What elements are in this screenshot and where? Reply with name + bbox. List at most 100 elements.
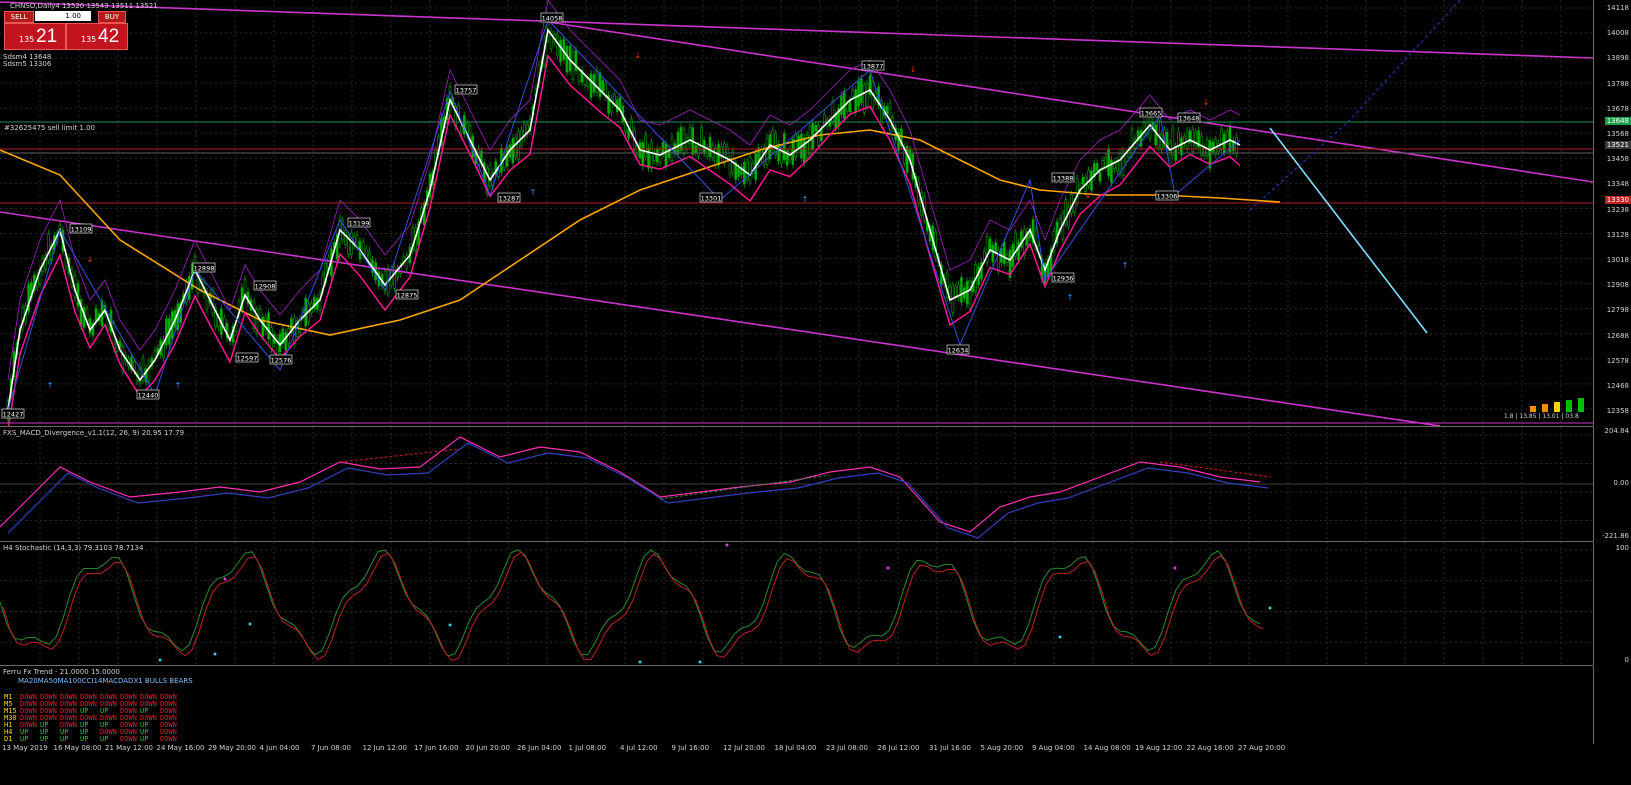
- signal-arrow-icon: ↑: [1067, 293, 1074, 302]
- zigzag-label-box: [1139, 107, 1163, 118]
- trend-cell: DOWN: [160, 714, 177, 722]
- candle-body: [47, 233, 50, 261]
- time-axis[interactable]: 13 May 2019 16 May 08:00 21 May 12:00 24 Ma…: [0, 744, 1593, 785]
- trend-cell: DOWN: [60, 693, 77, 701]
- sell-quote[interactable]: 135 21: [4, 23, 66, 50]
- trend-cell: DOWN: [160, 693, 177, 701]
- candle-body: [1110, 159, 1113, 183]
- trend-cell: UP: [80, 735, 89, 743]
- stochastic-pane[interactable]: H4 Stochastic (14,3,3) 79.3103 78.7134: [0, 542, 1593, 666]
- price-tick: 14008: [1606, 29, 1629, 38]
- candle-body: [211, 290, 215, 314]
- trend-cell: UP: [60, 735, 69, 743]
- candle-body: [1002, 241, 1006, 264]
- zigzag-label-text: 13665: [1141, 110, 1162, 118]
- main-chart-pane[interactable]: 14058 13877 13757 13665 13648 13287 13301 13388…: [0, 0, 1593, 427]
- sell-button[interactable]: SELL: [4, 11, 34, 23]
- sdsm-label-2: Sdsm5 13306: [3, 60, 52, 68]
- macd-line: [0, 436, 1261, 533]
- zigzag-label: 13757: [454, 84, 478, 95]
- candle-body: [851, 89, 855, 97]
- candle-body: [685, 137, 689, 150]
- time-tick: 21 May 12:00: [105, 744, 154, 752]
- candle-body: [514, 137, 518, 157]
- price-tick: 13568: [1606, 130, 1629, 138]
- trend-cell: DOWN: [160, 728, 177, 736]
- candle-body: [318, 293, 322, 311]
- blue-projection-line: [1249, 0, 1461, 211]
- buy-button[interactable]: BUY: [98, 11, 126, 23]
- divergence-line: [339, 448, 461, 463]
- projection-line: [1269, 127, 1428, 334]
- candle-body: [144, 368, 148, 383]
- candle-body: [304, 298, 308, 327]
- time-tick: 13 May 2019: [2, 744, 48, 752]
- candle-body: [700, 126, 703, 151]
- zigzag-label: 12440: [136, 389, 160, 400]
- time-tick: 9 Aug 04:00: [1032, 744, 1075, 752]
- candle-body: [1220, 128, 1223, 151]
- price-axis[interactable]: 13648 13521 13330 14118 14008 13898 13788 13…: [1593, 0, 1631, 426]
- candle-body: [405, 255, 409, 269]
- candle-body: [1025, 231, 1029, 246]
- time-tick: 9 Jul 16:00: [671, 744, 710, 752]
- candle-body: [488, 164, 492, 187]
- candle-body: [517, 131, 520, 160]
- price-chart[interactable]: 14058 13877 13757 13665 13648 13287 13301 13388…: [0, 0, 1593, 426]
- stoch-signal-dot: [448, 623, 452, 627]
- candle-body: [267, 312, 270, 340]
- candle-body: [44, 255, 48, 270]
- candle-body: [1154, 124, 1158, 145]
- candle-body: [650, 141, 653, 169]
- zigzag-label-box: [497, 192, 521, 203]
- candle-body: [1008, 249, 1012, 278]
- candle-body: [860, 78, 863, 104]
- trend-cell: DOWN: [80, 693, 97, 701]
- candle-body: [598, 72, 602, 98]
- trend-table: M1 DOWN DOWN DOWN DOWN DOWN DOWN DOWN DOWN M5 DOWN…: [4, 694, 180, 743]
- trend-cell: UP: [20, 735, 29, 743]
- stoch-signal-dot: [886, 566, 890, 570]
- zigzag-label: 12936: [1051, 272, 1075, 283]
- macd-pane[interactable]: FXS_MACD_Divergence_v1.1(12, 26, 9) 20.9…: [0, 427, 1593, 542]
- candle-body: [714, 147, 718, 166]
- trend-cell: UP: [100, 707, 109, 715]
- signal-arrow-icon: ↑: [175, 381, 182, 390]
- macd-title: FXS_MACD_Divergence_v1.1(12, 26, 9) 20.9…: [3, 429, 185, 437]
- candle-body: [897, 132, 900, 151]
- candle-body: [797, 135, 800, 148]
- stoch-d-line: [2, 551, 1264, 661]
- stochastic-plot: [0, 542, 1593, 665]
- trend-row: H4 UP UP UP UP DOWN DOWN UP DOWN: [4, 729, 180, 736]
- candle-body: [1046, 258, 1050, 278]
- zigzag-label-box: [540, 12, 564, 23]
- trend-cell: UP: [140, 721, 149, 729]
- trend-row: D1 UP UP UP UP UP DOWN UP DOWN: [4, 736, 180, 743]
- candle-body: [1020, 231, 1023, 248]
- candle-body: [494, 161, 498, 175]
- candle-body: [270, 327, 273, 350]
- zigzag-label: 13665: [1139, 107, 1163, 118]
- price-tick: 13898: [1606, 54, 1629, 63]
- lot-size-input[interactable]: 1.00: [35, 11, 91, 21]
- candle-body: [1022, 229, 1026, 256]
- candle-body: [205, 291, 209, 310]
- trend-pane[interactable]: Ferru Fx Trend - 21.0000 15.0000 MA20MA5…: [0, 666, 1593, 745]
- trend-axis: [1593, 666, 1631, 744]
- candle-body: [802, 137, 806, 164]
- price-tick: 12468: [1606, 382, 1629, 390]
- time-tick: 12 Jun 12:00: [362, 744, 407, 752]
- candle-body: [742, 161, 746, 185]
- candle-body: [1180, 137, 1183, 156]
- macd-axis-bottom: -221.86: [1601, 532, 1629, 540]
- time-tick: 26 Jun 04:00: [517, 744, 562, 752]
- candle-body: [734, 162, 738, 180]
- candle-body: [1130, 128, 1134, 156]
- trend-cell: DOWN: [60, 707, 77, 715]
- candle-body: [676, 132, 680, 155]
- buy-quote[interactable]: 135 42: [66, 23, 128, 50]
- stoch-axis-top: 100: [1615, 544, 1629, 552]
- candle-body: [1101, 160, 1105, 169]
- candle-body: [1235, 136, 1238, 154]
- channel-lower-line: [0, 211, 1441, 426]
